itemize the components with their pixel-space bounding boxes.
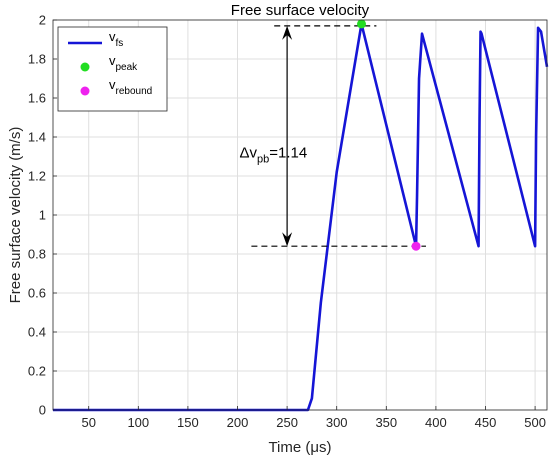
y-tick-label: 0 xyxy=(39,403,46,418)
legend-label-main: v xyxy=(109,77,116,92)
y-tick-label: 2 xyxy=(39,13,46,28)
legend-label-peak: vpeak xyxy=(109,53,138,73)
y-tick-label: 0.2 xyxy=(28,364,46,379)
x-tick-label: 50 xyxy=(81,415,95,430)
legend-label-sub: fs xyxy=(116,38,124,49)
legend-label-main: v xyxy=(109,53,116,68)
series-lines xyxy=(53,22,549,412)
y-tick-label: 0.6 xyxy=(28,286,46,301)
x-axis-label: Time (μs) xyxy=(268,439,331,456)
legend-swatch-peak xyxy=(80,62,90,72)
y-tick-label: 1.4 xyxy=(28,130,46,145)
y-tick-label: 0.8 xyxy=(28,247,46,262)
delta-arrow-head-up xyxy=(282,25,293,40)
x-ticks: 50 100 150 200 250 300 350 400 450 500 xyxy=(81,406,546,430)
legend-label-fs: vfs xyxy=(109,29,123,49)
x-tick-label: 400 xyxy=(425,415,447,430)
y-tick-label: 1.6 xyxy=(28,91,46,106)
x-tick-label: 300 xyxy=(326,415,348,430)
y-axis-label: Free surface velocity (m/s) xyxy=(7,127,24,304)
x-tick-label: 250 xyxy=(276,415,298,430)
x-tick-label: 500 xyxy=(524,415,546,430)
legend-label-main: v xyxy=(109,29,116,44)
y-tick-label: 1.8 xyxy=(28,52,46,67)
y-tick-label: 0.4 xyxy=(28,325,46,340)
y-ticks: 0 0.2 0.4 0.6 0.8 1 1.2 1.4 1.6 1.8 2 xyxy=(28,13,57,418)
legend-box xyxy=(57,26,168,112)
markers xyxy=(357,19,421,251)
x-tick-label: 200 xyxy=(227,415,249,430)
delta-label-value: =1.14 xyxy=(269,145,307,162)
delta-label-sub: pb xyxy=(257,154,269,166)
delta-arrow-head-down xyxy=(282,232,293,247)
x-tick-label: 150 xyxy=(177,415,199,430)
marker-rebound xyxy=(411,241,421,251)
legend-label-rebound: vrebound xyxy=(109,77,152,97)
delta-label-main: Δv xyxy=(239,145,257,162)
x-tick-label: 350 xyxy=(375,415,397,430)
series-line-fs xyxy=(53,22,549,412)
annotation: Δvpb=1.14 xyxy=(239,25,426,247)
y-tick-label: 1 xyxy=(39,208,46,223)
legend-label-sub: peak xyxy=(116,62,139,73)
delta-label: Δvpb=1.14 xyxy=(239,145,307,166)
chart-title: Free surface velocity xyxy=(231,2,370,19)
marker-peak xyxy=(357,19,367,29)
legend-swatch-rebound xyxy=(80,86,90,96)
y-tick-label: 1.2 xyxy=(28,169,46,184)
legend-label-sub: rebound xyxy=(116,86,153,97)
x-tick-label: 100 xyxy=(127,415,149,430)
x-tick-label: 450 xyxy=(475,415,497,430)
